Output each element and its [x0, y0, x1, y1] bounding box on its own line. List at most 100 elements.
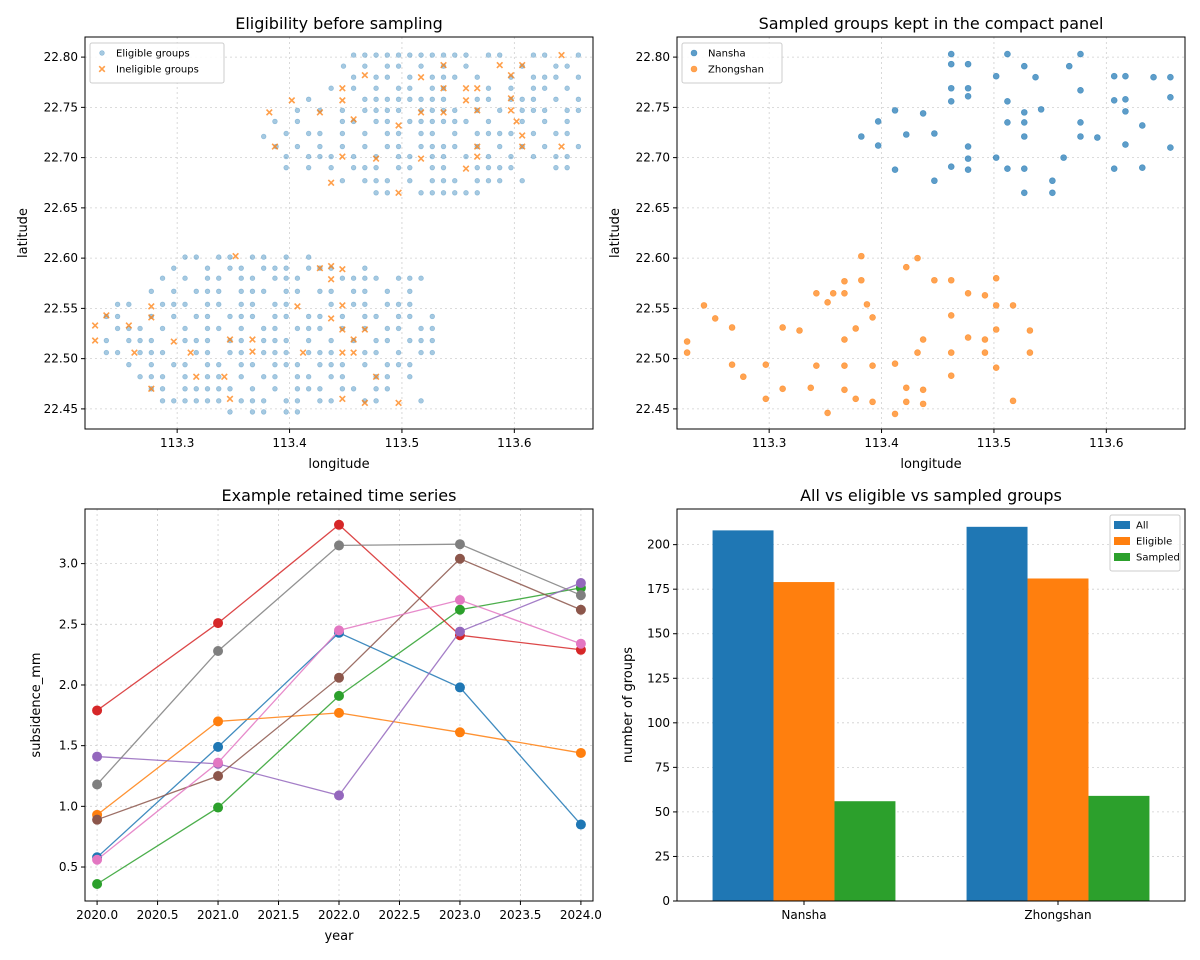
scatter-point	[914, 254, 921, 262]
scatter-point	[249, 288, 256, 294]
scatter-point	[384, 107, 391, 114]
scatter-point	[272, 374, 278, 380]
x-tick-label: 2021.0	[197, 908, 239, 922]
scatter-point	[452, 107, 458, 114]
data-point	[454, 595, 465, 606]
scatter-point	[508, 85, 514, 91]
scatter-point	[384, 63, 391, 69]
scatter-point	[204, 374, 211, 380]
y-tick-label: 25	[655, 849, 670, 863]
scatter-point	[507, 71, 515, 79]
scatter-point	[216, 374, 222, 380]
scatter-point	[339, 265, 346, 273]
data-point	[334, 540, 344, 551]
scatter-point	[260, 349, 267, 356]
scatter-point	[429, 52, 435, 58]
scatter-point	[339, 107, 346, 114]
y-tick-label: 2.0	[59, 678, 78, 692]
scatter-point	[327, 275, 335, 283]
y-tick-label: 22.50	[636, 352, 670, 366]
scatter-point	[137, 374, 143, 380]
scatter-point	[507, 94, 515, 102]
scatter-point	[265, 109, 273, 116]
scatter-point	[272, 265, 278, 271]
scatter-point	[361, 326, 369, 333]
legend: All Eligible Sampled	[1109, 514, 1181, 572]
scatter-point	[1167, 144, 1174, 151]
y-tick-label: 75	[655, 760, 670, 774]
scatter-point	[1004, 98, 1011, 105]
scatter-point	[362, 96, 368, 103]
y-tick-label: 22.65	[44, 201, 78, 215]
scatter-point	[328, 398, 334, 404]
scatter-point	[518, 143, 526, 150]
y-tick-label: 22.65	[636, 201, 670, 215]
scatter-point	[440, 164, 447, 171]
scatter-point	[339, 302, 346, 309]
scatter-point	[474, 190, 480, 196]
scatter-point	[395, 164, 402, 171]
scatter-point	[683, 338, 691, 345]
data-point	[92, 779, 103, 790]
scatter-point	[485, 118, 492, 125]
scatter-point	[317, 325, 323, 332]
bar	[712, 530, 774, 901]
scatter-point	[429, 337, 435, 344]
scatter-point	[91, 322, 99, 329]
scatter-point	[182, 398, 188, 404]
scatter-point	[260, 325, 267, 332]
scatter-point	[91, 337, 99, 344]
y-tick-label: 22.75	[636, 100, 670, 114]
y-tick-label: 22.60	[44, 251, 78, 265]
legend-label: Zhongshan	[708, 65, 764, 76]
scatter-point	[216, 325, 222, 332]
scatter-point	[711, 315, 719, 322]
scatter-point	[294, 361, 301, 368]
scatter-point	[429, 190, 435, 196]
plot-frame	[676, 36, 1186, 430]
scatter-point	[216, 301, 222, 308]
scatter-point	[283, 164, 289, 171]
scatter-point	[373, 386, 379, 392]
plot-frame	[84, 508, 594, 902]
scatter-point	[350, 336, 357, 343]
scatter-point	[992, 154, 1000, 161]
chart-title: Eligibility before sampling	[235, 14, 443, 33]
scatter-point	[147, 385, 155, 393]
scatter-point	[497, 178, 503, 184]
scatter-point	[452, 74, 458, 80]
scatter-point	[558, 143, 565, 150]
scatter-point	[362, 143, 368, 150]
bar-series	[834, 795, 1150, 901]
scatter-point	[1009, 397, 1017, 405]
scatter-point	[137, 337, 143, 344]
scatter-point	[373, 74, 379, 80]
y-tick-label: 100	[647, 716, 670, 730]
scatter-point	[272, 349, 278, 356]
scatter-point	[947, 84, 955, 92]
scatter-point	[417, 73, 425, 81]
scatter-point	[981, 349, 989, 356]
scatter-point	[992, 364, 1000, 371]
scatter-point	[238, 374, 244, 380]
scatter-point	[220, 373, 228, 381]
scatter-point	[1167, 73, 1174, 81]
series	[683, 252, 1034, 418]
scatter-point	[395, 85, 402, 91]
data-point	[454, 727, 465, 738]
scatter-point	[216, 288, 222, 294]
y-tick-label: 22.80	[636, 50, 670, 64]
y-tick-label: 22.70	[44, 151, 78, 165]
scatter-point	[395, 325, 402, 332]
scatter-point	[1077, 119, 1084, 126]
scatter-point	[947, 163, 955, 170]
scatter-point	[249, 398, 256, 404]
scatter-point	[170, 338, 178, 345]
scatter-point	[204, 301, 211, 308]
scatter-point	[575, 52, 582, 58]
scatter-point	[902, 384, 910, 392]
scatter-point	[362, 288, 368, 294]
scatter-point	[193, 337, 199, 344]
y-tick-label: 22.70	[636, 151, 670, 165]
scatter-point	[294, 107, 301, 114]
